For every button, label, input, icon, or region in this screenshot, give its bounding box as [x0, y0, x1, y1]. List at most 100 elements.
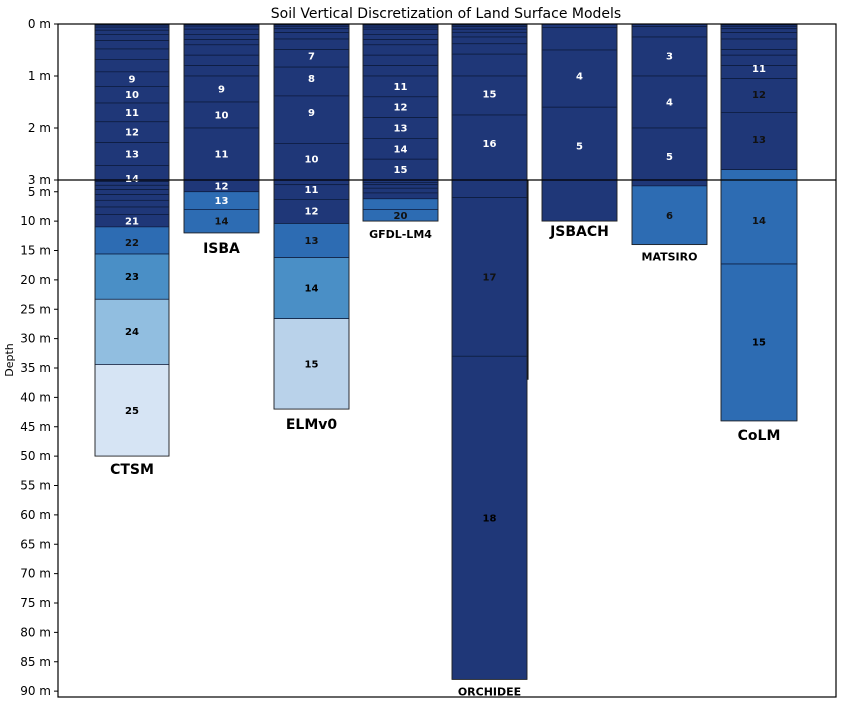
y-tick-label: 30 m — [20, 332, 51, 346]
layer-number-label: 4 — [666, 98, 673, 109]
layer-number-label: 11 — [394, 82, 408, 93]
layer-number-label: 13 — [125, 150, 139, 161]
layer-number-label: 13 — [752, 135, 766, 146]
layer-number-label: 5 — [576, 142, 583, 153]
layer-number-label: 11 — [752, 64, 766, 75]
soil-layer — [451, 114, 528, 198]
layer-number-label: 9 — [129, 75, 136, 86]
layer-number-label: 21 — [125, 217, 139, 228]
layer-number-label: 14 — [305, 284, 319, 295]
soil-layer — [720, 169, 798, 265]
soil-layer — [183, 28, 260, 35]
layer-number-label: 13 — [305, 236, 319, 247]
soil-layer — [362, 182, 439, 186]
model-name-label: JSBACH — [549, 224, 609, 240]
y-tick-label: 0 m — [28, 17, 51, 31]
model-name-label: CoLM — [738, 428, 781, 444]
soil-layer — [273, 38, 350, 50]
y-tick-label: 60 m — [20, 508, 51, 522]
y-tick-label: 70 m — [20, 567, 51, 581]
soil-layer — [273, 199, 350, 224]
model-name-label: ELMv0 — [286, 417, 338, 433]
soil-layer — [541, 27, 618, 51]
soil-layer — [451, 26, 528, 30]
layer-number-label: 17 — [483, 272, 497, 283]
plot-area: 9 10 11 12 13 14 21 22 23 24 25 CTSM 9 10 11 12 13 14 ISBA… — [94, 23, 798, 698]
soil-layer — [94, 29, 170, 35]
soil-layer — [183, 54, 260, 66]
soil-layer — [273, 257, 350, 319]
soil-layer — [720, 28, 798, 33]
soil-layer — [273, 25, 350, 30]
y-tick-label: 85 m — [20, 655, 51, 669]
layer-number-label: 13 — [394, 124, 408, 135]
soil-layer — [94, 34, 170, 41]
soil-layer — [94, 298, 170, 365]
layer-number-label: 4 — [576, 72, 583, 83]
layer-number-label: 7 — [308, 52, 315, 63]
soil-layer — [720, 49, 798, 56]
soil-layer — [720, 32, 798, 40]
soil-layer — [720, 263, 798, 422]
soil-layer — [273, 223, 350, 258]
model-name-label: GFDL-LM4 — [369, 228, 432, 241]
layer-number-label: 25 — [125, 406, 139, 417]
soil-layer — [451, 36, 528, 45]
soil-layer — [631, 185, 708, 245]
soil-layer — [183, 44, 260, 56]
soil-layer — [183, 34, 260, 40]
layer-number-label: 18 — [483, 513, 497, 524]
soil-layer — [94, 40, 170, 50]
soil-layer — [94, 199, 170, 208]
y-tick-label: 75 m — [20, 596, 51, 610]
soil-layer — [362, 192, 439, 200]
soil-layer — [183, 39, 260, 46]
layer-number-label: 12 — [752, 90, 766, 101]
soil-layer — [720, 25, 798, 30]
chart-title: Soil Vertical Discretization of Land Sur… — [271, 6, 621, 22]
soil-layer — [94, 206, 170, 215]
soil-layer — [273, 32, 350, 40]
layer-number-label: 9 — [308, 108, 315, 119]
model-name-label: CTSM — [110, 462, 154, 478]
model-column-orchidee: 15 16 17 18 ORCHIDEE — [451, 23, 528, 698]
soil-layer — [94, 48, 170, 60]
soil-layer — [362, 34, 439, 40]
y-tick-label: 50 m — [20, 449, 51, 463]
y-tick-label: 40 m — [20, 390, 51, 404]
layer-number-label: 12 — [305, 207, 319, 218]
soil-layer — [451, 75, 528, 116]
layer-number-label: 12 — [215, 181, 229, 192]
layer-number-label: 14 — [394, 144, 408, 155]
layer-number-label: 14 — [752, 216, 766, 227]
y-tick-label: 80 m — [20, 625, 51, 639]
soil-layer — [94, 184, 170, 190]
model-column-isba: 9 10 11 12 13 14 ISBA — [183, 23, 260, 257]
layer-number-label: 15 — [394, 165, 408, 176]
soil-layer — [94, 364, 170, 457]
layer-number-label: 10 — [215, 111, 229, 122]
layer-number-label: 8 — [308, 74, 315, 85]
soil-layer — [720, 78, 798, 113]
layer-number-label: 9 — [218, 85, 225, 96]
y-axis-label: Depth — [3, 343, 16, 377]
layer-number-label: 13 — [215, 196, 229, 207]
soil-layer — [362, 28, 439, 35]
y-tick-label: 10 m — [20, 214, 51, 228]
soil-layer — [273, 66, 350, 97]
y-tick-label: 1 m — [28, 69, 51, 83]
soil-layer — [362, 198, 439, 210]
model-column-colm: 11 12 13 14 15 CoLM — [720, 23, 798, 444]
soil-layer — [451, 28, 528, 33]
model-column-elmv0: 7 8 9 10 11 12 13 14 15 ELMv0 — [273, 23, 350, 433]
model-column-gfdl-lm4: 11 12 13 14 15 20 GFDL-LM4 — [362, 23, 439, 241]
model-column-matsiro: 3 4 5 6 MATSIRO — [631, 23, 708, 264]
layer-number-label: 10 — [305, 155, 319, 166]
soil-layer — [451, 43, 528, 55]
layer-number-label: 24 — [125, 327, 139, 338]
layer-number-label: 11 — [125, 108, 139, 119]
layer-number-label: 10 — [125, 90, 139, 101]
soil-layer — [273, 28, 350, 33]
